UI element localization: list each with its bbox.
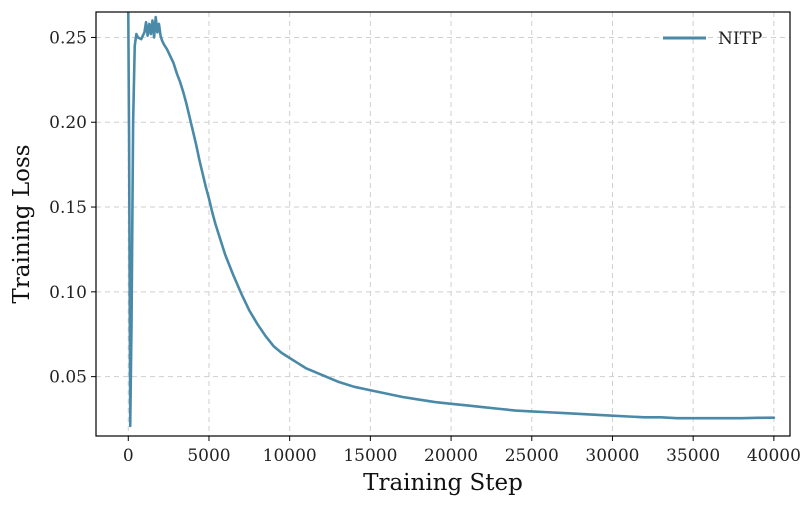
y-tick-label: 0.15 (49, 198, 87, 218)
x-tick-label: 35000 (666, 446, 720, 466)
y-tick-label: 0.25 (49, 28, 87, 48)
legend-label-nitp: NITP (718, 29, 762, 49)
grid (96, 12, 790, 436)
x-tick-label: 15000 (343, 446, 397, 466)
ticks: 0 5000 10000 15000 20000 25000 30000 35000 40000… (49, 28, 800, 466)
x-axis-title: Training Step (363, 470, 523, 496)
y-tick-label: 0.20 (49, 113, 87, 133)
x-tick-label: 5000 (187, 446, 230, 466)
x-tick-label: 25000 (505, 446, 559, 466)
y-tick-label: 0.10 (49, 283, 87, 303)
axes (95, 11, 791, 437)
x-tick-label: 40000 (747, 446, 800, 466)
series-layer (126, 12, 776, 428)
y-axis-title: Training Loss (9, 144, 35, 303)
legend: NITP (663, 29, 762, 49)
plot-frame (95, 11, 791, 437)
x-tick-label: 20000 (424, 446, 478, 466)
y-tick-label: 0.05 (49, 368, 87, 388)
series-line-nitp (126, 12, 776, 428)
x-tick-label: 0 (123, 446, 134, 466)
x-tick-label: 10000 (263, 446, 317, 466)
x-tick-label: 30000 (585, 446, 639, 466)
